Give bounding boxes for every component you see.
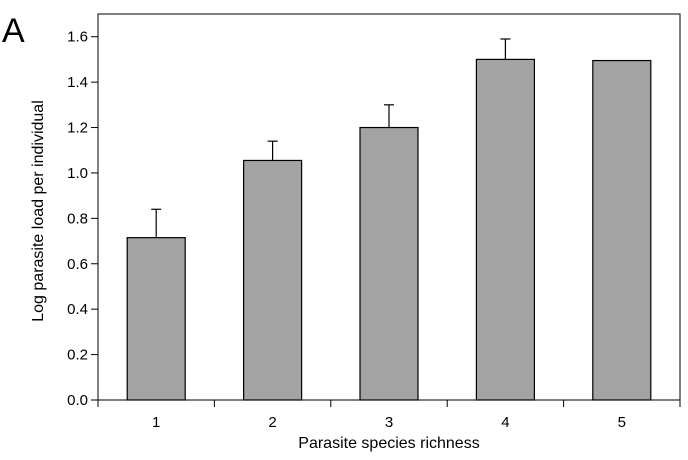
y-tick-label: 1.4 [67, 74, 88, 91]
y-tick-label: 1.0 [67, 165, 88, 182]
y-tick-label: 0.0 [67, 392, 88, 409]
x-axis-title: Parasite species richness [298, 435, 479, 452]
x-tick-label: 5 [618, 414, 626, 431]
bar-richness-1 [126, 237, 186, 401]
y-axis: 0.0 0.2 0.4 0.6 0.8 1.0 1.2 1.4 1.6 [67, 29, 98, 409]
x-tick-label: 3 [385, 414, 393, 431]
x-tick-label: 1 [152, 414, 160, 431]
y-tick-label: 0.2 [67, 347, 88, 364]
x-tick-label: 4 [501, 414, 509, 431]
x-axis: 1 2 3 4 5 [97, 400, 681, 431]
panel-label: A [2, 12, 25, 50]
y-tick-label: 0.6 [67, 256, 88, 273]
bar-richness-5 [592, 59, 652, 401]
y-tick-label: 0.8 [67, 210, 88, 227]
y-tick-label: 1.6 [67, 29, 88, 46]
x-tick-label: 2 [268, 414, 276, 431]
y-axis-title: Log parasite load per individual [30, 100, 47, 321]
y-tick-label: 1.2 [67, 120, 88, 137]
bar-richness-2 [243, 159, 303, 401]
y-tick-label: 0.4 [67, 301, 88, 318]
bar-richness-4 [475, 58, 535, 401]
bar-richness-3 [359, 126, 419, 401]
bars-group [126, 38, 652, 401]
